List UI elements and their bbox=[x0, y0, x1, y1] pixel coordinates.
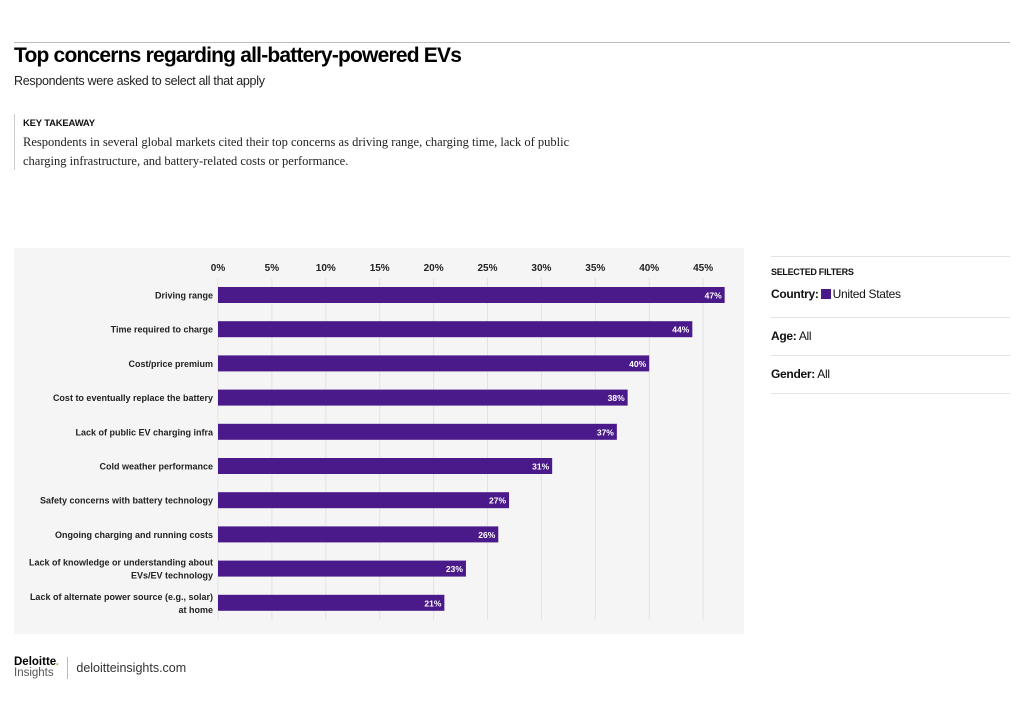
bar bbox=[218, 321, 693, 338]
data-label: 40% bbox=[629, 359, 646, 369]
category-label: at home bbox=[178, 605, 213, 615]
data-label: 38% bbox=[608, 393, 625, 403]
takeaway-text: Respondents in several global markets ci… bbox=[23, 135, 570, 168]
data-label: 21% bbox=[424, 598, 441, 608]
footer-divider bbox=[67, 657, 69, 679]
x-tick-label: 35% bbox=[585, 263, 605, 274]
x-tick-label: 0% bbox=[211, 263, 226, 274]
category-label: Safety concerns with battery technology bbox=[40, 496, 213, 506]
bar bbox=[218, 423, 617, 440]
category-label: Lack of public EV charging infra bbox=[75, 427, 214, 437]
filter-gender[interactable]: Gender: All bbox=[771, 355, 1010, 394]
country-swatch bbox=[820, 289, 831, 299]
category-label: EVs/EV technology bbox=[131, 571, 213, 581]
bar-chart: 0% 5% 10% 15% 20% 25% 30% 35% 40% 45% 47% Driving r… bbox=[29, 263, 725, 620]
bar bbox=[218, 594, 445, 611]
bar bbox=[218, 355, 650, 372]
x-tick-label: 40% bbox=[639, 263, 659, 274]
deloitte-logo: Deloitte. Insights bbox=[14, 656, 60, 679]
category-label: Time required to charge bbox=[111, 325, 213, 335]
filters-heading: SELECTED FILTERS bbox=[771, 256, 1010, 281]
category-label: Lack of knowledge or understanding about bbox=[29, 558, 213, 568]
bar bbox=[218, 560, 466, 577]
filter-country[interactable]: Country: United States bbox=[771, 281, 1010, 317]
data-label: 27% bbox=[489, 496, 506, 506]
bar bbox=[218, 389, 628, 406]
x-tick-label: 5% bbox=[265, 263, 280, 274]
bar bbox=[218, 458, 553, 474]
gender-label: Gender: bbox=[771, 367, 815, 381]
site-link[interactable]: deloitteinsights.com bbox=[76, 661, 187, 675]
footer: Deloitte. Insights deloitteinsights.com bbox=[14, 656, 187, 679]
x-tick-label: 20% bbox=[424, 263, 444, 274]
category-label: Cost to eventually replace the battery bbox=[53, 393, 213, 403]
data-label: 47% bbox=[705, 291, 722, 301]
age-label: Age: bbox=[771, 329, 797, 343]
data-label: 44% bbox=[672, 325, 689, 335]
country-label: Country: bbox=[771, 287, 819, 301]
data-label: 31% bbox=[532, 462, 549, 472]
bar bbox=[218, 287, 725, 303]
category-label: Lack of alternate power source (e.g., so… bbox=[30, 592, 213, 602]
age-value: All bbox=[798, 329, 812, 343]
bar bbox=[218, 492, 510, 509]
selected-filters: SELECTED FILTERS Country: United States A… bbox=[771, 256, 1010, 394]
data-label: 37% bbox=[597, 427, 614, 437]
country-value: United States bbox=[832, 287, 901, 301]
gender-value: All bbox=[817, 367, 830, 381]
chart-subtitle: Respondents were asked to select all tha… bbox=[14, 74, 265, 88]
data-label: 23% bbox=[446, 564, 463, 574]
filter-age[interactable]: Age: All bbox=[771, 317, 1010, 355]
category-label: Ongoing charging and running costs bbox=[55, 530, 213, 540]
chart-title: Top concerns regarding all-battery-power… bbox=[14, 44, 462, 67]
bar bbox=[218, 526, 499, 543]
x-tick-label: 10% bbox=[316, 263, 336, 274]
x-tick-label: 25% bbox=[477, 263, 497, 274]
takeaway-label: KEY TAKEAWAY bbox=[23, 118, 95, 129]
data-label: 26% bbox=[478, 530, 495, 540]
x-tick-label: 30% bbox=[531, 263, 551, 274]
key-takeaway: KEY TAKEAWAY Respondents in several glob… bbox=[14, 114, 583, 170]
x-tick-label: 45% bbox=[693, 263, 713, 274]
x-tick-label: 15% bbox=[370, 263, 390, 274]
category-label: Cost/price premium bbox=[128, 359, 213, 369]
category-label: Driving range bbox=[155, 291, 213, 301]
top-rule bbox=[14, 42, 1010, 43]
chart-panel: 0% 5% 10% 15% 20% 25% 30% 35% 40% 45% 47% Driving r… bbox=[14, 248, 744, 634]
category-label: Cold weather performance bbox=[99, 462, 213, 472]
